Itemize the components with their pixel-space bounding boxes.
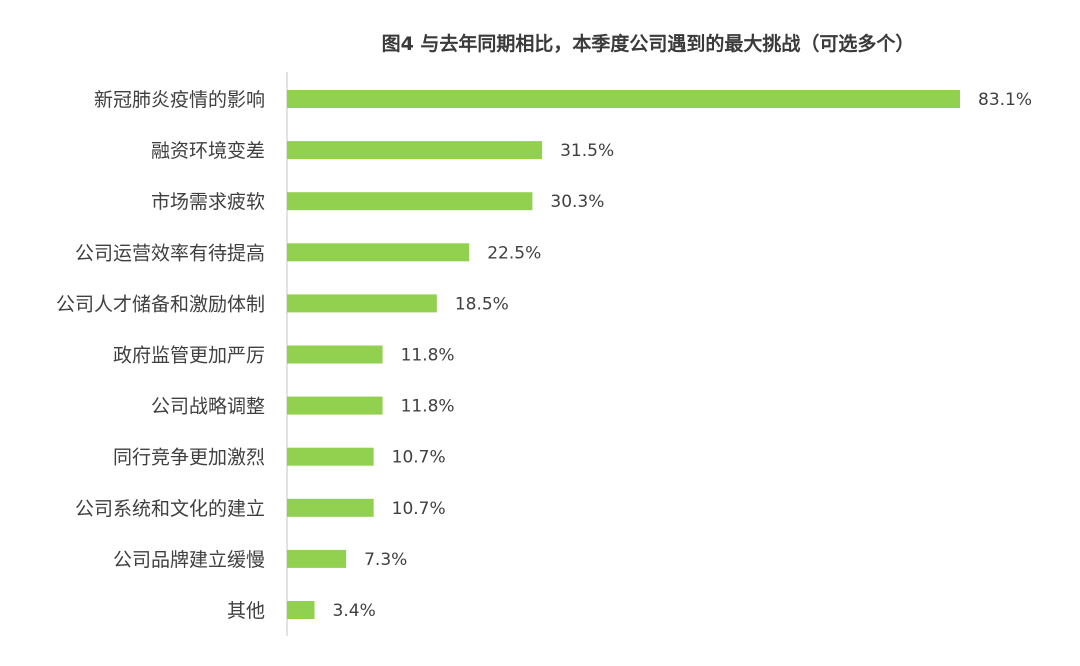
chart-title: 图4 与去年同期相比，本季度公司遇到的最大挑战（可选多个） bbox=[382, 32, 915, 55]
data-label: 7.3% bbox=[364, 550, 407, 570]
category-label: 市场需求疲软 bbox=[151, 191, 265, 213]
category-label: 公司品牌建立缓慢 bbox=[113, 549, 265, 571]
data-label: 31.5% bbox=[560, 141, 614, 161]
category-label: 新冠肺炎疫情的影响 bbox=[94, 89, 265, 111]
bar bbox=[287, 601, 315, 619]
bar bbox=[287, 243, 470, 262]
category-label: 公司战略调整 bbox=[151, 396, 265, 418]
bar bbox=[287, 498, 374, 517]
data-label: 10.7% bbox=[392, 499, 446, 519]
category-label: 融资环境变差 bbox=[151, 140, 265, 162]
bar bbox=[287, 294, 437, 313]
category-label: 公司系统和文化的建立 bbox=[75, 498, 265, 520]
data-label: 11.8% bbox=[401, 346, 455, 366]
data-label: 83.1% bbox=[978, 90, 1032, 110]
data-label: 3.4% bbox=[333, 601, 376, 621]
bar bbox=[287, 447, 374, 466]
category-label: 公司人才储备和激励体制 bbox=[56, 293, 265, 315]
data-label: 22.5% bbox=[487, 243, 541, 263]
category-label: 公司运营效率有待提高 bbox=[75, 242, 265, 264]
data-label: 30.3% bbox=[550, 192, 604, 212]
bar bbox=[287, 396, 383, 415]
category-label: 同行竞争更加激烈 bbox=[113, 447, 265, 469]
bars-group: 新冠肺炎疫情的影响 83.1% 融资环境变差 31.5% 市场需求疲软 30.3% 公司运营… bbox=[56, 89, 1032, 622]
bar bbox=[287, 345, 383, 364]
data-label: 18.5% bbox=[455, 294, 509, 314]
category-label: 政府监管更加严厉 bbox=[113, 345, 265, 367]
bar bbox=[287, 549, 347, 568]
bar bbox=[287, 141, 543, 160]
bar bbox=[287, 192, 533, 211]
data-label: 11.8% bbox=[401, 397, 455, 417]
category-label: 其他 bbox=[227, 600, 265, 622]
bar bbox=[287, 90, 960, 108]
data-label: 10.7% bbox=[392, 448, 446, 468]
